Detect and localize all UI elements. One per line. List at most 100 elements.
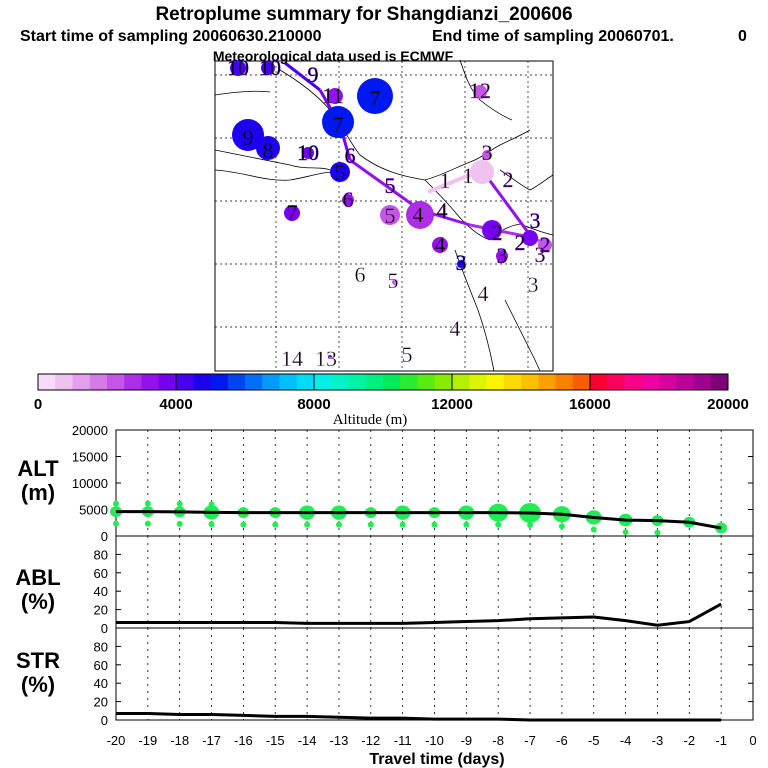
abl-label-2: (%) [21, 589, 55, 614]
map-day-label: 8 [263, 138, 274, 163]
map-day-label: 7 [287, 200, 298, 225]
trajectory-cluster-marker [342, 194, 354, 206]
alt-data-point-minor [335, 521, 342, 528]
abl-label-1: ABL [15, 565, 60, 590]
x-tick-label: -4 [620, 733, 632, 748]
alt-data-point-minor [463, 521, 470, 528]
str-label-2: (%) [21, 672, 55, 697]
trajectory-cluster-marker [473, 85, 487, 99]
str-series-line [116, 712, 722, 722]
colorbar-cell [486, 374, 505, 390]
y-tick-label: 80 [94, 547, 108, 562]
colorbar-cell [521, 374, 539, 390]
map-day-label: 2 [492, 220, 503, 245]
map-day-label: 3 [528, 272, 539, 297]
trajectory-cluster-marker [538, 238, 552, 252]
trajectory-cluster-marker [482, 220, 502, 240]
colorbar-tick-label: 4000 [159, 396, 192, 413]
colorbar-cell [158, 374, 177, 390]
y-tick-label: 20000 [72, 423, 108, 438]
colorbar-cell [38, 374, 56, 390]
colorbar-cell [245, 374, 263, 390]
y-tick-label: 60 [94, 658, 108, 673]
start-time-label: Start time of sampling 20060630.210000 [20, 28, 322, 45]
trajectory-cluster-marker [261, 61, 275, 75]
colorbar-tick-label: 20000 [707, 396, 749, 413]
colorbar-cell [331, 374, 349, 390]
colorbar-cell [107, 374, 125, 390]
x-tick-label: -11 [394, 733, 412, 748]
colorbar-label: Altitude (m) [333, 412, 408, 428]
alt-label-2: (m) [21, 480, 55, 505]
colorbar-cell [434, 374, 453, 390]
colorbar-cell [624, 374, 643, 390]
alt-series-line [116, 510, 722, 530]
trajectory-cluster-marker [522, 230, 538, 246]
colorbar-cell [365, 374, 384, 390]
colorbar-cell [469, 374, 487, 390]
colorbar-cell [555, 374, 574, 390]
colorbar-cell [693, 374, 712, 390]
map-day-label: 2 [503, 167, 514, 192]
colorbar-cell [383, 374, 401, 390]
colorbar-cell [227, 374, 246, 390]
trajectory-cluster-marker [406, 201, 434, 229]
abl-panel: ABL (%) 0 20 40 60 80 [15, 535, 754, 636]
colorbar-cell [141, 374, 160, 390]
alt-data-point-minor [272, 521, 279, 528]
map-day-label: 1 [463, 163, 474, 188]
alt-data-point-minor [558, 523, 565, 530]
map-day-label: 4 [450, 316, 461, 341]
map-day-label: 3 [530, 208, 541, 233]
map-day-label: 3 [497, 243, 508, 268]
x-tick-label: -18 [170, 733, 189, 748]
trajectory-cluster-marker [380, 205, 400, 225]
alt-data-point-minor [208, 521, 215, 528]
x-tick-label: -2 [684, 733, 696, 748]
met-data-label: Meteorological data used is ECMWF [213, 48, 454, 64]
colorbar-cell [193, 374, 211, 390]
trajectory-cluster-marker [470, 160, 494, 184]
trajectory-segment [284, 61, 321, 92]
alt-data-point-minor [113, 520, 119, 527]
colorbar-cell [452, 374, 470, 390]
alt-data-point-minor [176, 500, 183, 507]
x-tick-label: -20 [107, 733, 126, 748]
map-day-label: 5 [385, 173, 396, 198]
x-tick-label: -7 [524, 733, 536, 748]
y-tick-label: 40 [94, 584, 108, 599]
str-label-1: STR [16, 648, 60, 673]
y-tick-label: 40 [94, 676, 108, 691]
colorbar-tick-label: 12000 [431, 396, 473, 413]
alt-data-point-minor [622, 529, 629, 536]
x-tick-label: -8 [492, 733, 504, 748]
alt-data-point-minor [527, 521, 534, 528]
trajectory-cluster-marker [302, 147, 314, 159]
x-tick-label: -13 [330, 733, 349, 748]
map-day-label: 3 [482, 140, 493, 165]
x-tick-label: -16 [234, 733, 253, 748]
x-tick-label: -15 [266, 733, 285, 748]
x-tick-label: -14 [298, 733, 317, 748]
str-panel: STR (%) 0 20 40 60 80 [16, 627, 754, 728]
trajectory-cluster-marker [328, 355, 332, 359]
map-day-label: 4 [413, 202, 424, 227]
map-day-label: 10 [259, 55, 281, 80]
y-tick-label: 0 [101, 529, 108, 544]
map-day-label: 7 [333, 112, 344, 137]
x-tick-label: -5 [588, 733, 600, 748]
trajectory-cluster-marker [357, 78, 393, 114]
trajectory-cluster-marker [482, 150, 492, 160]
map-day-label: 3 [535, 242, 546, 267]
colorbar-cell [607, 374, 625, 390]
alt-data-point-minor [654, 529, 661, 536]
x-tick-label: -12 [361, 733, 380, 748]
trajectory-cluster-marker [330, 162, 350, 182]
colorbar-cell [572, 374, 591, 390]
colorbar-tick-label: 8000 [297, 396, 330, 413]
trajectory-cluster-marker [327, 88, 343, 104]
y-tick-label: 20 [94, 603, 108, 618]
colorbar-cell [262, 374, 280, 390]
